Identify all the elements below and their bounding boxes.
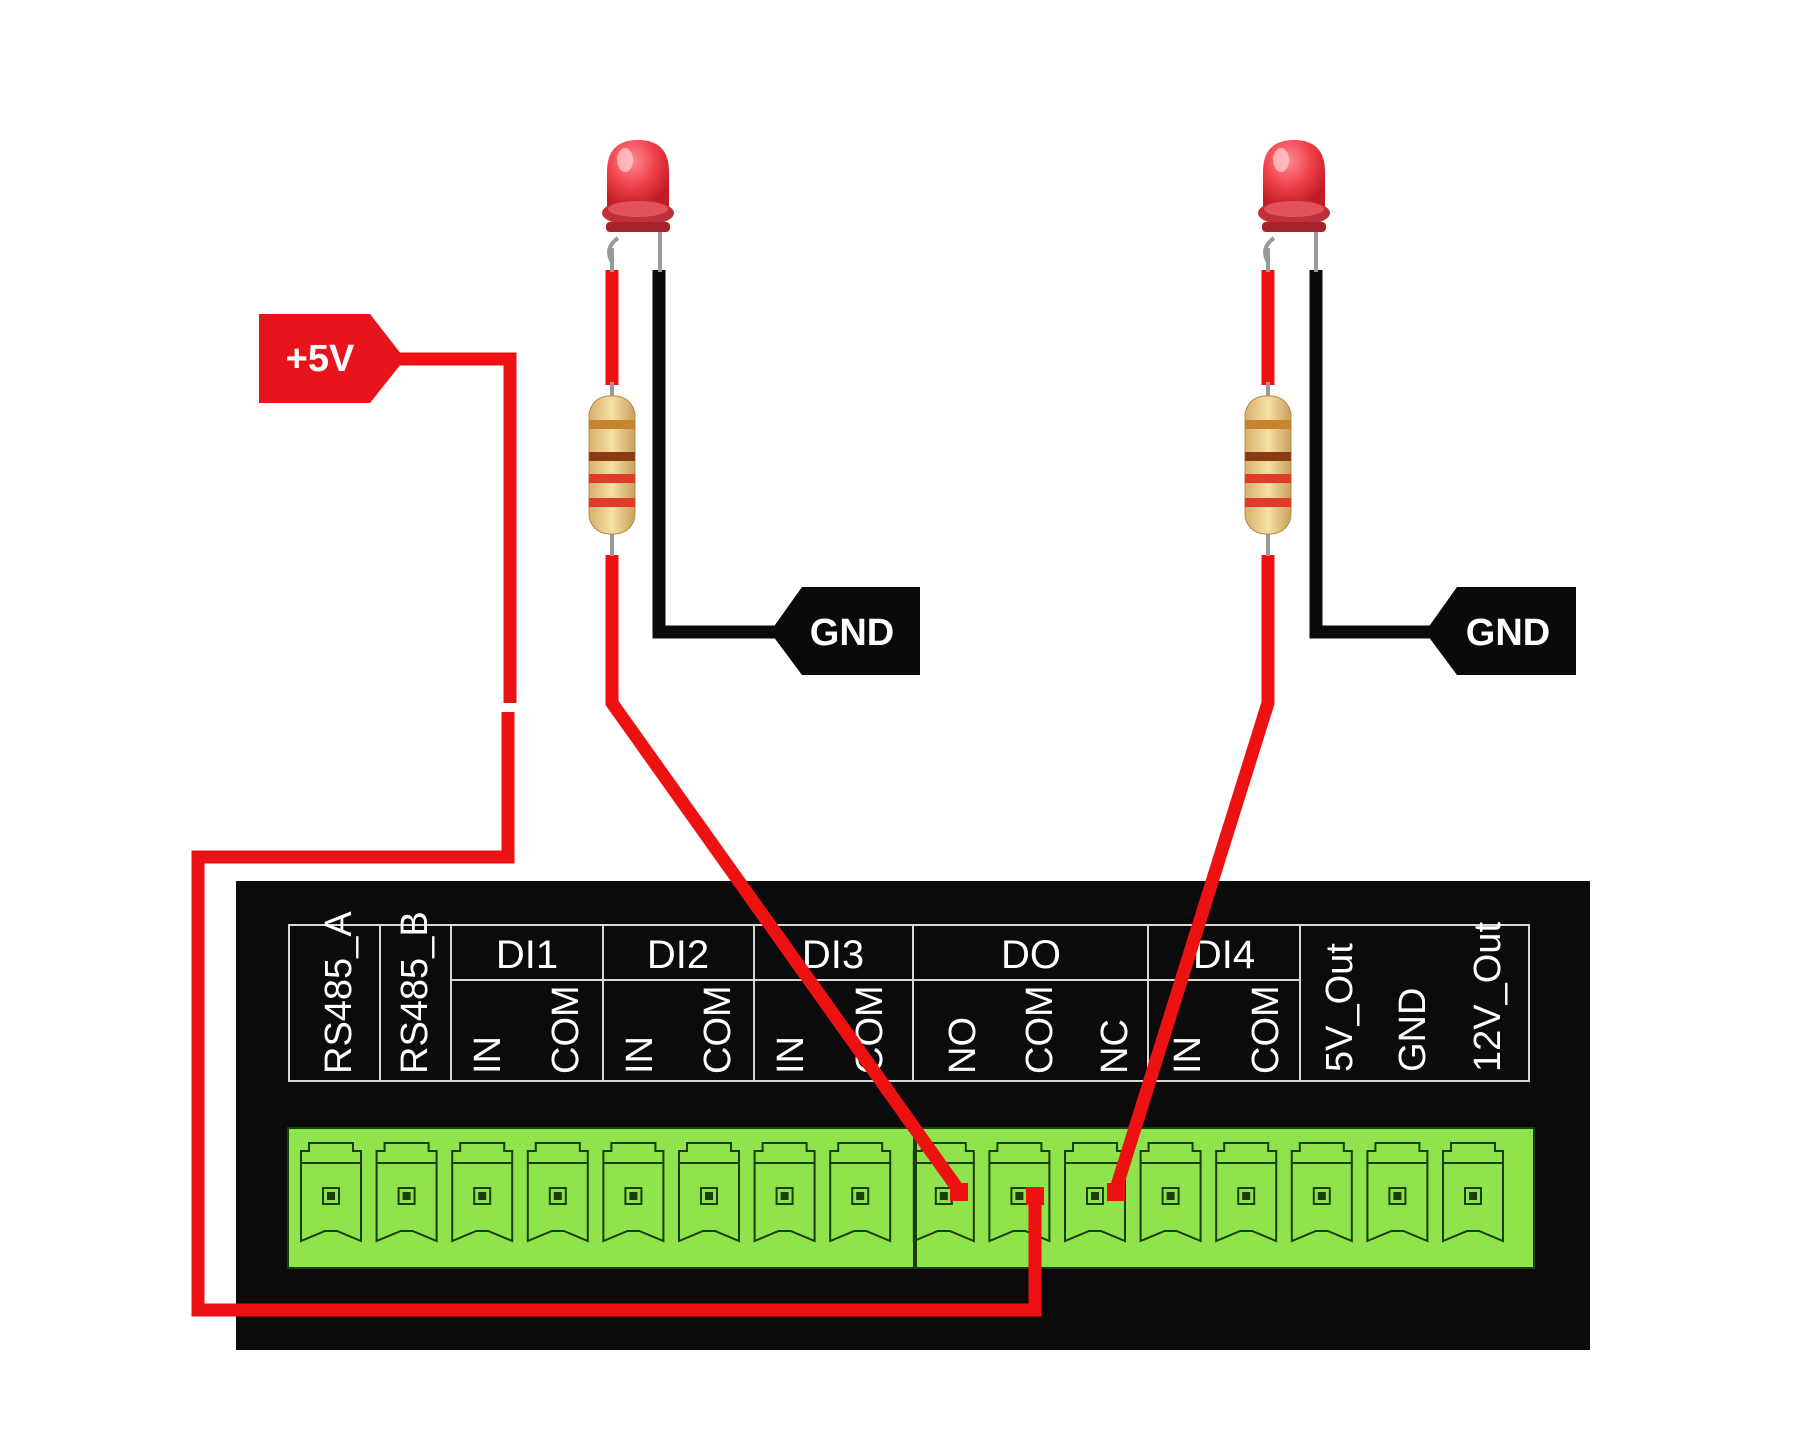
gnd-tag-2-label: GND <box>1466 612 1550 654</box>
group-label-di4: DI4 <box>1193 933 1255 977</box>
label-12v-out: 12V_Out <box>1467 922 1509 1072</box>
label-rs485-b: RS485_B <box>394 911 436 1074</box>
terminal-board: DI1 DI2 DI3 DO DI4 RS485_A RS485_B 5V_Ou… <box>236 881 1590 1350</box>
terminal-slot <box>451 1142 514 1243</box>
group-label-di2: DI2 <box>647 933 709 977</box>
label-table <box>288 924 1530 1082</box>
gnd-tag-1: GND <box>770 587 920 675</box>
led2-ground-wire <box>1309 270 1440 639</box>
terminal-slot <box>1290 1142 1353 1243</box>
group-label-di1: DI1 <box>496 933 558 977</box>
label-rs485-a: RS485_A <box>318 911 360 1074</box>
pin-label-di3-in: IN <box>770 1036 812 1074</box>
resistor-1 <box>588 382 636 556</box>
group-labels: DI1 DI2 DI3 DO DI4 <box>496 933 1255 977</box>
terminal-slot <box>375 1142 438 1243</box>
power-wire <box>395 352 517 703</box>
wire-end-markers <box>950 1183 1125 1205</box>
resistor-2 <box>1244 382 1292 556</box>
terminal-slot <box>300 1142 362 1243</box>
gnd-tag-2: GND <box>1425 587 1576 675</box>
power-tag-shape <box>259 314 405 403</box>
wires <box>191 270 1440 1317</box>
wire-end-nc <box>1107 1183 1125 1201</box>
vertical-labels: RS485_A RS485_B 5V_Out GND 12V_Out IN CO… <box>318 911 1509 1074</box>
pin-label-di2-in: IN <box>619 1036 661 1074</box>
terminal-slot <box>753 1142 816 1243</box>
led1-to-no-wire <box>605 555 966 1196</box>
terminal-slot <box>1139 1142 1202 1243</box>
group-label-di3: DI3 <box>802 933 864 977</box>
gnd-tag-2-shape <box>1425 587 1576 675</box>
led1-ground-wire <box>652 270 800 639</box>
led-1-dome <box>607 140 669 208</box>
led2-to-nc-wire <box>1108 555 1275 1194</box>
terminal-slot <box>678 1142 740 1243</box>
power-tag: +5V <box>259 314 405 403</box>
power-tag-label: +5V <box>286 338 355 380</box>
pin-label-di1-in: IN <box>467 1036 509 1074</box>
label-gnd: GND <box>1392 988 1434 1072</box>
wire-end-com <box>1026 1187 1044 1205</box>
terminal-slot <box>602 1142 665 1243</box>
wire-end-no <box>950 1183 968 1201</box>
terminal-strip-left <box>287 1127 915 1269</box>
terminal-slot <box>829 1142 892 1243</box>
led-1 <box>602 140 674 272</box>
resistor-1-body <box>588 395 636 535</box>
pin-label-di2-com: COM <box>697 985 739 1074</box>
led-2-dome <box>1263 140 1325 208</box>
pin-label-do-no: NO <box>942 1017 984 1074</box>
pin-label-di1-com: COM <box>545 985 587 1074</box>
led-2 <box>1258 140 1330 272</box>
terminal-slot <box>1215 1142 1278 1243</box>
terminal-slot <box>1366 1142 1429 1243</box>
pin-label-do-com: COM <box>1019 985 1061 1074</box>
gnd-tag-1-label: GND <box>810 612 894 654</box>
pin-label-di4-com: COM <box>1245 985 1287 1074</box>
gnd-tag-1-shape <box>770 587 920 675</box>
group-label-do: DO <box>1001 933 1061 977</box>
resistor-2-body <box>1244 395 1292 535</box>
power-wire-lower <box>191 712 1042 1317</box>
pin-label-di4-in: IN <box>1167 1036 1209 1074</box>
pin-label-do-nc: NC <box>1094 1019 1136 1074</box>
terminal-slot <box>526 1142 589 1243</box>
label-5v-out: 5V_Out <box>1319 943 1361 1072</box>
terminal-slot <box>1442 1142 1504 1243</box>
